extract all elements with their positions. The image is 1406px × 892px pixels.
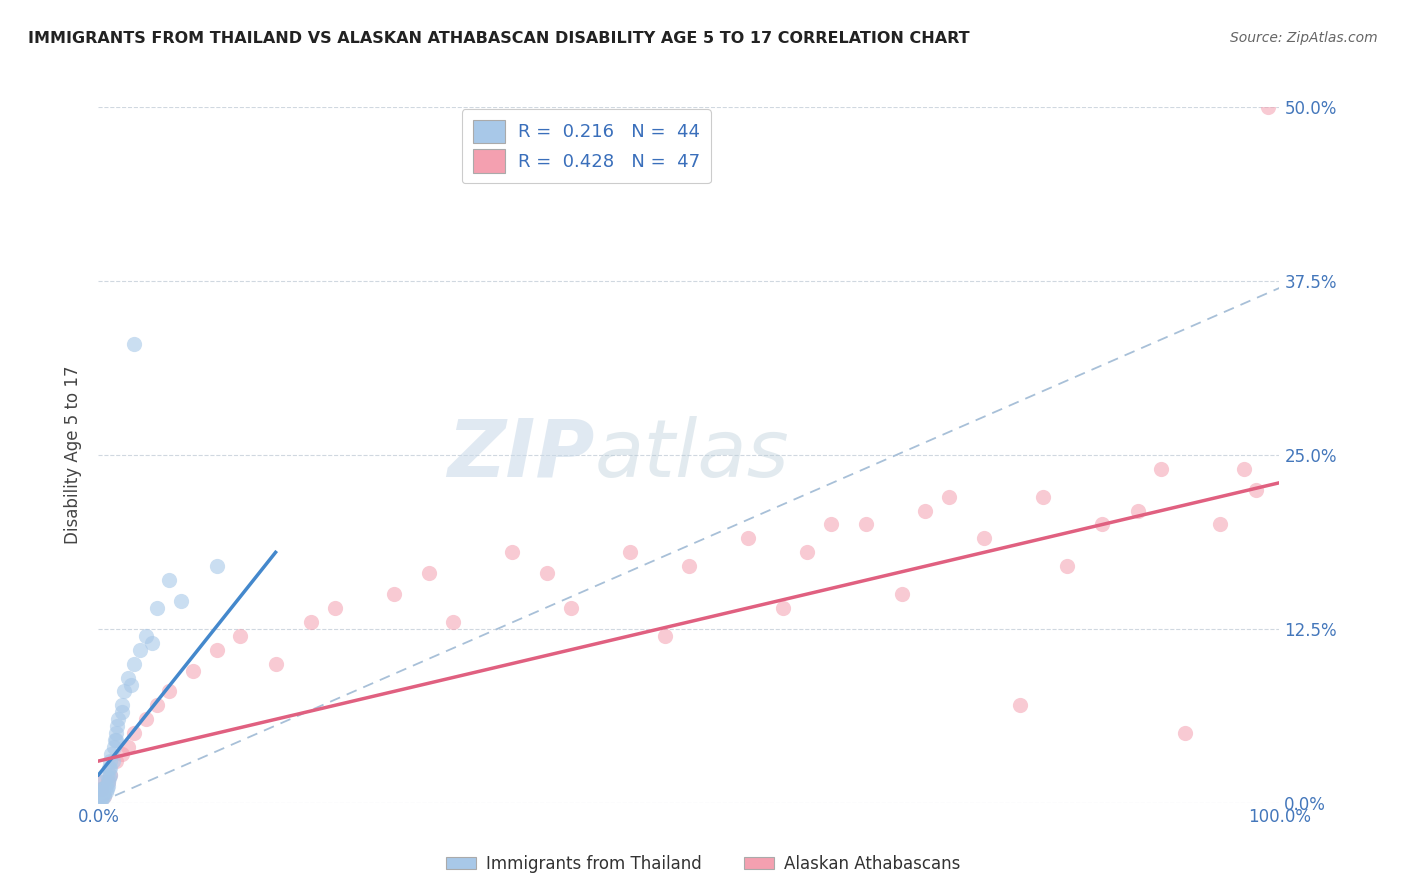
Point <box>105 719 128 733</box>
Point <box>98 761 121 775</box>
Point <box>1233 462 1256 476</box>
Point <box>678 559 700 574</box>
Point <box>772 601 794 615</box>
Point <box>157 684 180 698</box>
Point <box>501 545 523 559</box>
Point <box>98 761 121 775</box>
Point <box>135 712 157 726</box>
Point <box>89 789 111 803</box>
Point <box>323 601 346 615</box>
Point <box>128 642 150 657</box>
Point <box>98 771 121 785</box>
Point <box>111 698 134 713</box>
Point <box>96 768 118 782</box>
Point <box>97 775 120 789</box>
Point <box>205 642 228 657</box>
Point <box>94 779 117 793</box>
Point <box>100 747 122 761</box>
Point <box>111 706 134 720</box>
Point <box>914 503 936 517</box>
Point <box>181 664 204 678</box>
Point <box>141 636 163 650</box>
Point <box>1174 726 1197 740</box>
Point <box>1244 483 1267 497</box>
Point <box>98 768 121 782</box>
Point <box>122 336 145 351</box>
Point <box>737 532 759 546</box>
Point <box>135 629 157 643</box>
Point <box>101 754 124 768</box>
Point <box>105 726 128 740</box>
Point <box>98 754 121 768</box>
Point <box>170 594 193 608</box>
Point <box>1126 503 1149 517</box>
Point <box>93 775 115 789</box>
Point <box>157 573 180 587</box>
Point <box>91 788 114 802</box>
Point <box>93 789 115 803</box>
Point <box>91 785 114 799</box>
Point <box>112 684 135 698</box>
Point <box>418 566 440 581</box>
Point <box>90 781 112 796</box>
Text: IMMIGRANTS FROM THAILAND VS ALASKAN ATHABASCAN DISABILITY AGE 5 TO 17 CORRELATIO: IMMIGRANTS FROM THAILAND VS ALASKAN ATHA… <box>28 31 970 46</box>
Point <box>97 775 120 789</box>
Point <box>91 789 114 803</box>
Point <box>91 775 114 789</box>
Point <box>117 671 139 685</box>
Point <box>122 657 145 671</box>
Point <box>654 629 676 643</box>
Y-axis label: Disability Age 5 to 17: Disability Age 5 to 17 <box>65 366 83 544</box>
Point <box>619 545 641 559</box>
Text: atlas: atlas <box>595 416 789 494</box>
Point <box>111 747 134 761</box>
Point <box>1032 490 1054 504</box>
Point <box>1091 517 1114 532</box>
Point <box>1008 698 1031 713</box>
Point <box>1257 100 1279 114</box>
Point <box>299 615 322 629</box>
Point <box>93 789 115 803</box>
Legend: R =  0.216   N =  44, R =  0.428   N =  47: R = 0.216 N = 44, R = 0.428 N = 47 <box>461 109 710 184</box>
Point <box>146 698 169 713</box>
Point <box>90 791 112 805</box>
Point <box>536 566 558 581</box>
Point <box>146 601 169 615</box>
Point <box>107 712 129 726</box>
Point <box>382 587 405 601</box>
Point <box>560 601 582 615</box>
Point <box>94 785 117 799</box>
Point <box>98 768 121 782</box>
Point <box>121 677 143 691</box>
Point <box>890 587 912 601</box>
Point <box>105 754 128 768</box>
Point <box>117 740 139 755</box>
Point <box>122 726 145 740</box>
Point <box>973 532 995 546</box>
Legend: Immigrants from Thailand, Alaskan Athabascans: Immigrants from Thailand, Alaskan Athaba… <box>440 848 966 880</box>
Point <box>89 785 111 799</box>
Point <box>105 733 128 747</box>
Point <box>1056 559 1078 574</box>
Point <box>441 615 464 629</box>
Point <box>1150 462 1173 476</box>
Point <box>97 779 120 793</box>
Text: ZIP: ZIP <box>447 416 595 494</box>
Point <box>938 490 960 504</box>
Point <box>104 733 127 747</box>
Point <box>90 781 112 796</box>
Point <box>205 559 228 574</box>
Point <box>229 629 252 643</box>
Point <box>796 545 818 559</box>
Text: Source: ZipAtlas.com: Source: ZipAtlas.com <box>1230 31 1378 45</box>
Point <box>264 657 287 671</box>
Point <box>91 781 114 796</box>
Point <box>855 517 877 532</box>
Point <box>820 517 842 532</box>
Point <box>96 781 118 796</box>
Point <box>91 791 114 805</box>
Point <box>1209 517 1232 532</box>
Point <box>103 740 125 755</box>
